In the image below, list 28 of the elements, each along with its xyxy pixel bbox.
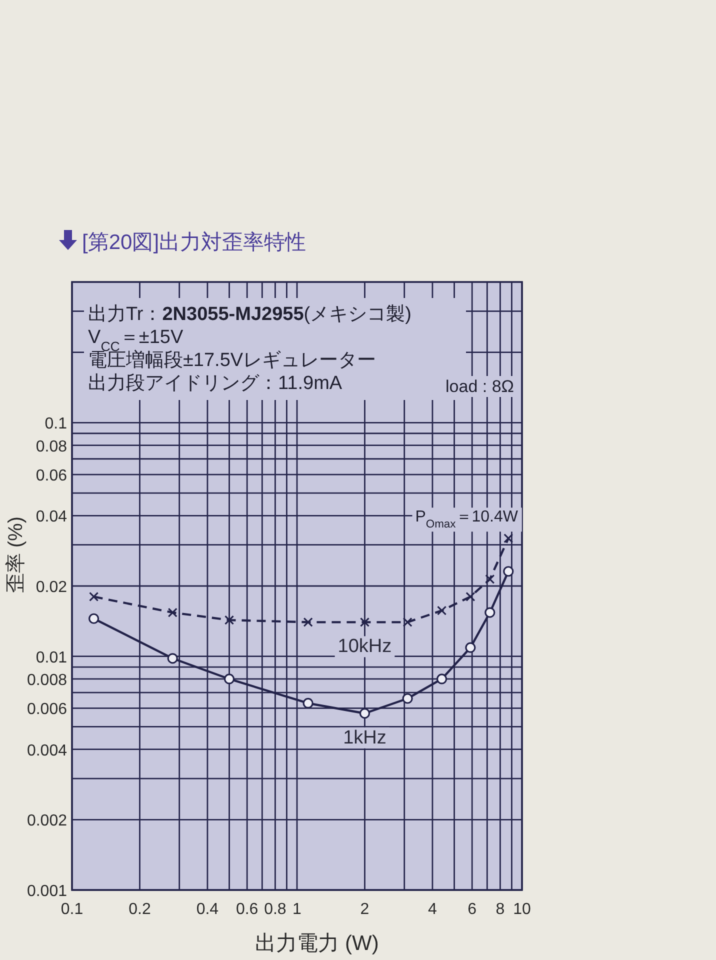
x-tick-label: 0.6 <box>236 901 258 918</box>
y-tick-label: 0.02 <box>36 579 68 596</box>
x-tick-label: 0.8 <box>264 901 286 918</box>
y-tick-label: 0.08 <box>36 438 68 456</box>
annotation: 出力段アイドリング：11.9mA <box>88 373 342 394</box>
y-tick-label: 0.006 <box>26 701 68 718</box>
x-tick-label: 0.1 <box>60 901 84 918</box>
x-tick-label: 6 <box>468 901 477 918</box>
y-tick-label: 0.008 <box>26 672 68 689</box>
y-tick-label: 0.06 <box>36 468 68 485</box>
annotation: 出力Tr：2N3055-MJ2955(メキシコ製) <box>88 304 412 325</box>
y-tick-label: 0.04 <box>36 508 68 526</box>
x-tick-label: 2 <box>360 901 370 918</box>
x-tick-label: 0.2 <box>128 901 151 918</box>
y-tick-label: 0.002 <box>26 812 68 830</box>
chart-title: [第20図]出力対歪率特性 <box>82 231 306 254</box>
y-tick-label: 0.004 <box>26 742 68 760</box>
x-tick-label: 10 <box>513 901 531 918</box>
x-tick-label: 4 <box>428 901 438 918</box>
x-tick-label: 8 <box>496 901 505 918</box>
y-axis-title: 歪率 (%) <box>5 516 27 594</box>
y-tick-label: 0.1 <box>44 416 68 433</box>
x-tick-label: 0.4 <box>196 901 219 918</box>
x-tick-label: 1 <box>292 901 302 918</box>
y-tick-label: 0.01 <box>36 649 68 666</box>
x-axis-title: 出力電力 (W) <box>255 932 379 955</box>
note: P$_{Omax}$＝10.4W <box>412 508 522 532</box>
y-tick-label: 0.001 <box>26 883 68 900</box>
